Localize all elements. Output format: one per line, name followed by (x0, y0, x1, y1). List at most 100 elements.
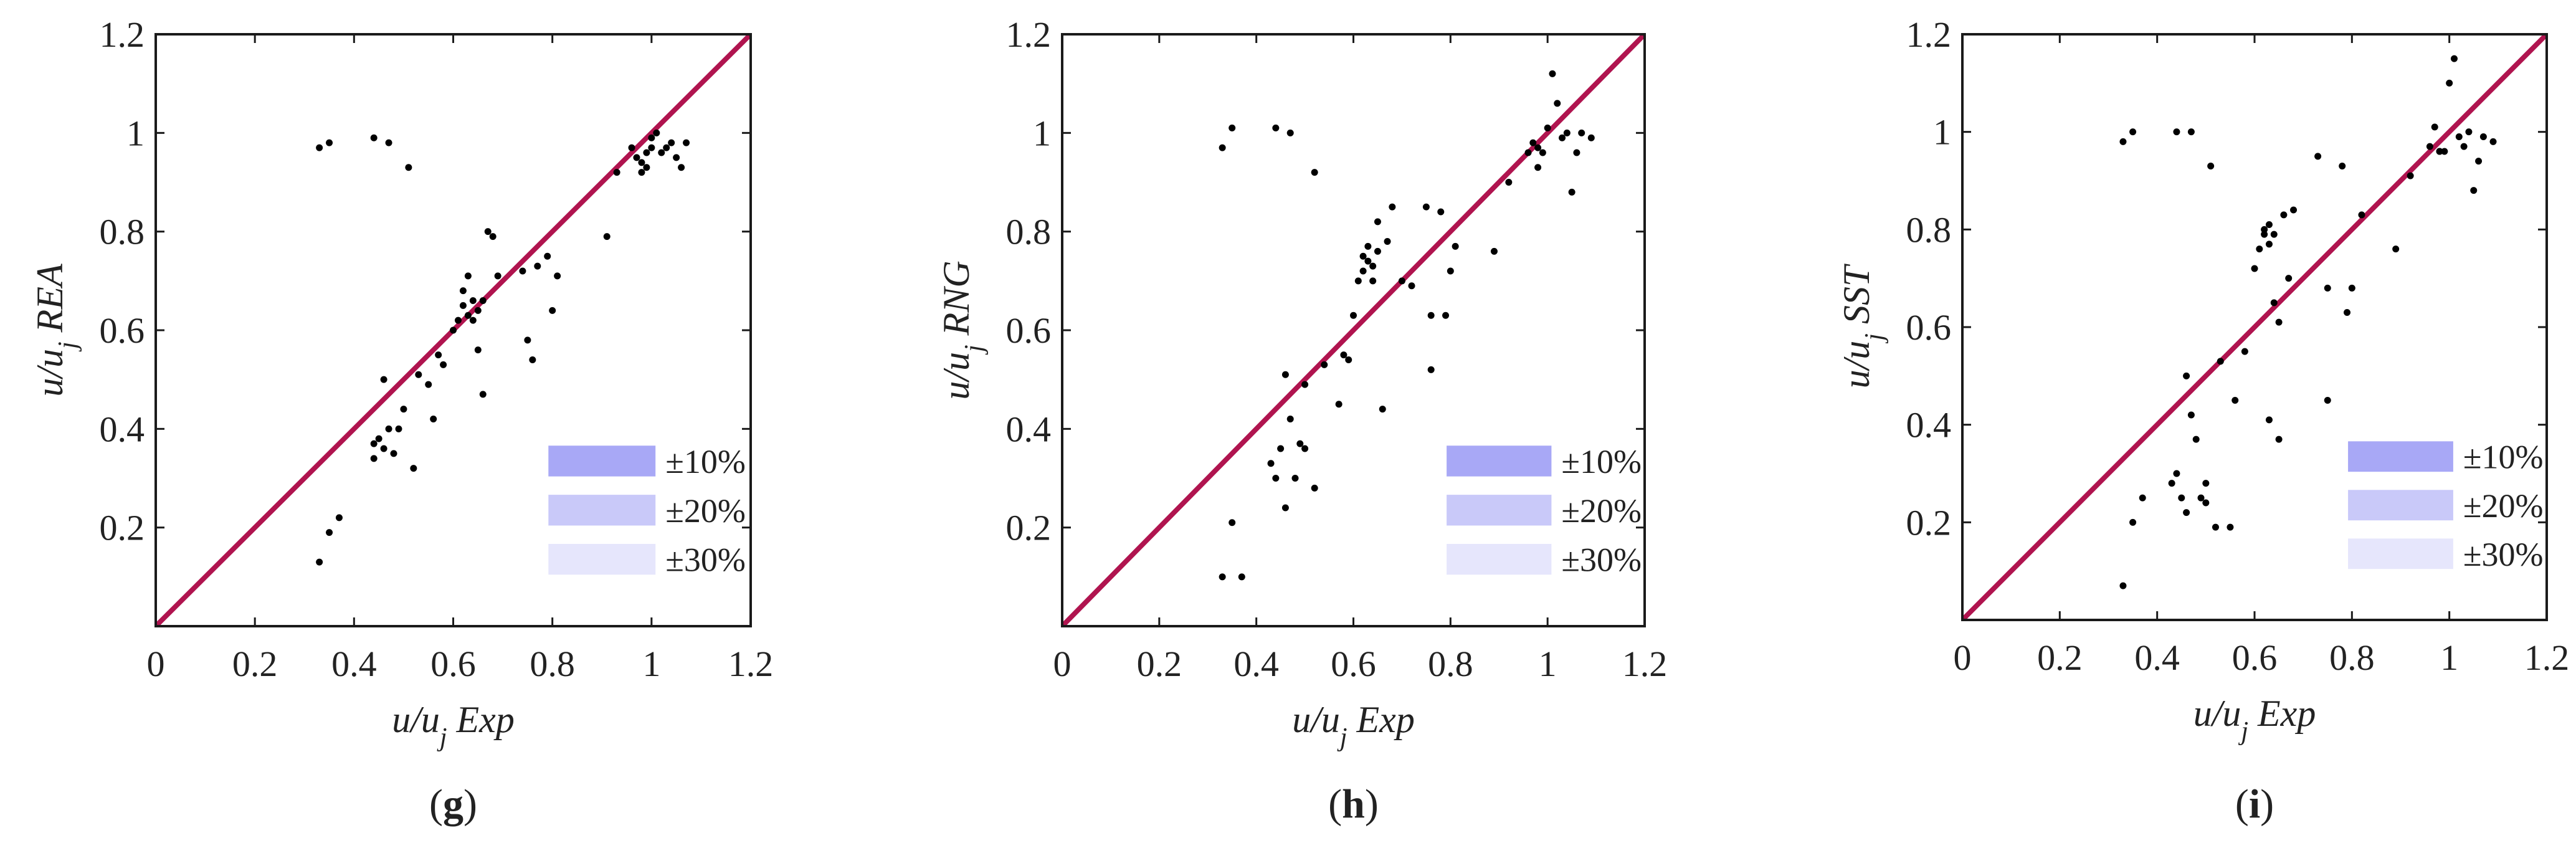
data-point (2285, 275, 2293, 282)
y-tick-label: 1 (1033, 113, 1051, 153)
y-axis-label: u/uj SST (1836, 264, 1889, 388)
data-point (2119, 138, 2127, 145)
data-point (648, 144, 655, 151)
data-point (2392, 245, 2400, 253)
data-point (1559, 134, 1566, 141)
legend-label: ±30% (1561, 541, 1642, 579)
y-tick-label: 0.6 (1906, 307, 1952, 348)
data-point (415, 371, 422, 378)
data-point (489, 233, 497, 241)
y-axis-label: u/uj RNG (936, 260, 989, 399)
data-point (1554, 100, 1561, 107)
data-point (1345, 356, 1352, 363)
data-point (335, 514, 343, 522)
data-point (2348, 284, 2355, 292)
y-axis-label-sub: j (1860, 333, 1889, 344)
data-point (2465, 128, 2473, 136)
legend-label: ±20% (665, 492, 746, 530)
data-point (1340, 351, 1347, 359)
legend-swatch-20 (548, 495, 656, 526)
y-tick-label: 0.6 (100, 310, 145, 351)
data-point (653, 129, 660, 136)
x-axis-label-main: u/u (2193, 693, 2241, 734)
x-tick-label: 0.8 (2329, 637, 2375, 678)
data-point (1281, 504, 1289, 512)
data-point (2183, 372, 2190, 379)
data-point (1229, 519, 1236, 526)
data-point (1384, 238, 1391, 245)
data-point (2324, 397, 2331, 404)
data-point (484, 228, 492, 236)
data-point (1573, 149, 1580, 156)
y-axis-label-main: u/u (1836, 341, 1877, 389)
y-tick-label: 0.6 (1006, 310, 1052, 351)
data-point (1534, 164, 1542, 171)
data-point (1534, 144, 1542, 151)
data-point (668, 139, 675, 146)
data-point (1524, 149, 1532, 156)
data-point (459, 287, 467, 295)
x-tick-label: 0.2 (1137, 644, 1182, 684)
data-point (425, 381, 432, 388)
data-point (479, 297, 487, 304)
legend: ±10% ±20% ±30% (2348, 439, 2544, 573)
legend-swatch-30 (548, 543, 656, 575)
x-axis-label-main: u/u (392, 699, 440, 740)
data-points (1219, 70, 1595, 581)
legend-swatch-10 (2348, 441, 2453, 472)
data-point (2265, 241, 2273, 248)
x-axis-label-sub: j (1337, 723, 1347, 752)
data-point (2290, 206, 2298, 214)
data-point (529, 356, 536, 363)
data-point (2270, 299, 2278, 307)
data-point (1568, 188, 1576, 196)
x-tick-label: 0.4 (1233, 644, 1279, 684)
data-point (370, 455, 378, 462)
y-tick-label: 0.8 (1006, 212, 1052, 252)
data-point (2217, 358, 2224, 365)
data-point (1238, 573, 1245, 581)
data-point (459, 302, 467, 309)
data-point (326, 139, 333, 146)
data-point (673, 154, 680, 161)
data-point (2280, 211, 2288, 219)
x-tick-label: 0.4 (2134, 637, 2180, 678)
x-tick-label: 0 (1954, 637, 1972, 678)
x-axis-label: u/uj Exp (2193, 693, 2316, 746)
data-point (1321, 361, 1328, 368)
data-point (464, 312, 472, 319)
data-point (469, 317, 477, 324)
data-point (683, 139, 690, 146)
y-axis-label-tail: RNG (936, 260, 977, 345)
data-point (395, 425, 402, 432)
data-points (316, 129, 690, 566)
data-point (1272, 124, 1280, 131)
data-point (544, 252, 551, 260)
data-point (1296, 440, 1304, 447)
legend-swatch-30 (2348, 538, 2453, 569)
data-point (469, 297, 477, 304)
panel-label-letter: g (443, 781, 463, 827)
panel-label: (h) (1328, 781, 1379, 827)
data-point (1277, 445, 1285, 452)
data-point (613, 169, 620, 176)
data-point (1286, 129, 1294, 136)
data-point (2470, 187, 2478, 194)
data-point (2187, 128, 2195, 136)
x-tick-label: 1.2 (2524, 637, 2570, 678)
data-point (2139, 494, 2146, 502)
data-point (2489, 138, 2497, 145)
scatter-panel-g: 0 0.2 0.4 0.6 0.8 1 1.20.20.40.60.811.2u/uj Ex… (29, 14, 773, 827)
data-point (1578, 129, 1585, 136)
y-tick-label: 0.4 (1006, 409, 1052, 449)
data-point (1452, 242, 1459, 250)
y-tick-label: 1.2 (100, 14, 145, 55)
data-point (2168, 480, 2175, 487)
data-point (380, 376, 387, 383)
legend-label: ±20% (2463, 487, 2544, 525)
data-point (380, 445, 387, 452)
data-point (638, 159, 645, 166)
data-point (2197, 494, 2205, 502)
x-axis-label-tail: Exp (1347, 699, 1415, 740)
panel-label-close: ) (1365, 781, 1379, 827)
